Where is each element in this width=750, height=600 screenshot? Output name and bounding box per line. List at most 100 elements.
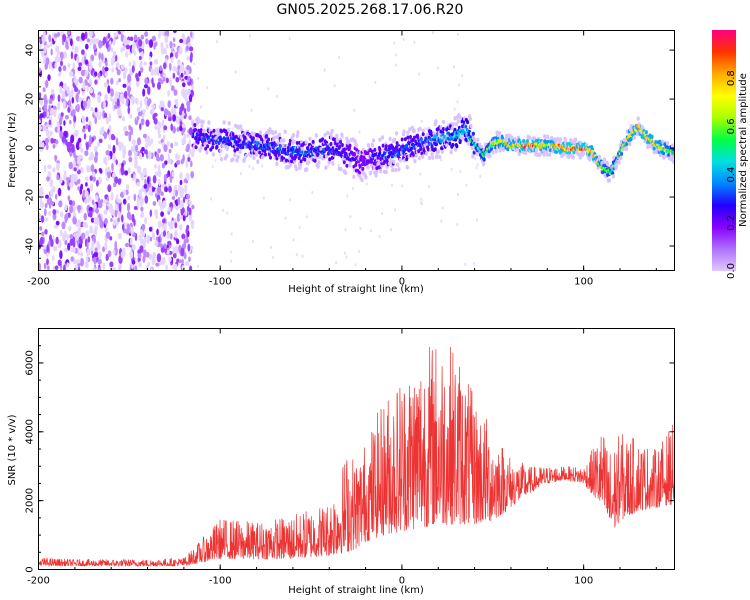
noise-speck [148,226,153,232]
noise-speck [73,115,77,123]
noise-speck [69,71,74,77]
noise-speck [164,47,167,55]
noise-speck [450,167,453,171]
noise-speck [418,72,421,76]
noise-speck [98,40,103,49]
ridge-mid [290,155,294,159]
noise-speck [80,100,84,109]
ridge-halo [414,153,418,158]
ridge-halo [436,149,441,154]
ridge-halo [326,130,330,136]
noise-speck [122,198,127,205]
noise-speck [252,167,255,171]
noise-speck [120,30,125,34]
noise-speck [67,242,71,251]
ridge-mid [233,148,237,153]
ridge-halo [305,167,309,172]
noise-speck [72,62,76,71]
ridge-halo [344,170,348,175]
ridge-mid [297,148,300,153]
noise-speck [51,255,55,261]
noise-speck [109,203,113,213]
noise-speck [130,226,134,235]
ridge-mid [384,144,388,149]
ridge-mid [391,145,395,150]
ridge-halo [417,156,421,161]
noise-speck [138,261,142,268]
noise-speck [129,250,134,259]
noise-speck [129,113,133,119]
noise-speck [71,97,75,104]
noise-speck [167,158,172,165]
ridge-mid [345,163,349,168]
noise-speck [137,253,142,259]
noise-speck [87,166,92,172]
ridge-halo [394,167,398,173]
ridge-halo [354,143,358,148]
noise-speck [124,130,129,136]
noise-speck [114,176,119,184]
ridge-halo [431,155,435,160]
ridge-halo [258,130,262,135]
ridge-mid [403,137,407,142]
noise-speck [164,248,168,254]
ridge-halo [632,135,636,140]
noise-speck [67,30,71,36]
noise-speck [219,153,222,157]
noise-speck [440,219,443,223]
noise-speck [458,83,461,87]
noise-speck [72,160,76,167]
ridge-halo [450,126,454,131]
noise-speck [144,31,149,37]
noise-speck [99,111,102,116]
noise-speck [479,174,482,178]
noise-speck [80,32,86,41]
noise-speck [64,239,68,246]
noise-speck [129,36,134,42]
noise-speck [89,38,93,46]
noise-speck [284,216,287,220]
ridge-mid [340,143,344,147]
ridge-halo [193,141,197,146]
noise-speck [144,195,149,204]
noise-speck [93,257,98,265]
noise-speck [174,189,178,197]
ridge-core [383,151,387,155]
ridge-halo [421,154,425,159]
noise-speck [167,100,171,108]
noise-speck [66,86,70,95]
noise-speck [148,56,152,61]
noise-speck [104,93,108,103]
noise-speck [144,149,148,155]
noise-speck [92,267,96,271]
noise-speck [248,164,251,168]
noise-speck [103,199,108,204]
ridge-halo [440,149,444,154]
noise-speck [230,250,233,254]
noise-speck [456,32,459,36]
ridge-halo [360,177,364,183]
noise-speck [115,159,118,166]
noise-speck [115,62,120,68]
noise-speck [102,66,105,75]
ridge-mid [194,145,198,150]
noise-speck [180,64,185,73]
noise-speck [55,139,59,145]
noise-speck [179,124,183,132]
noise-speck [84,150,89,157]
noise-speck [112,50,116,57]
ridge-mid [361,166,365,171]
ridge-mid [197,128,201,133]
noise-speck [146,234,151,241]
noise-speck [154,209,159,216]
noise-speck [89,79,93,85]
ridge-mid [251,136,255,141]
ridge-halo [370,142,374,148]
ridge-halo [243,131,247,136]
noise-speck [66,262,70,268]
noise-speck [456,222,459,227]
ridge-mid [370,159,374,164]
noise-speck [149,209,152,217]
noise-speck [147,140,152,147]
noise-speck [472,261,475,266]
